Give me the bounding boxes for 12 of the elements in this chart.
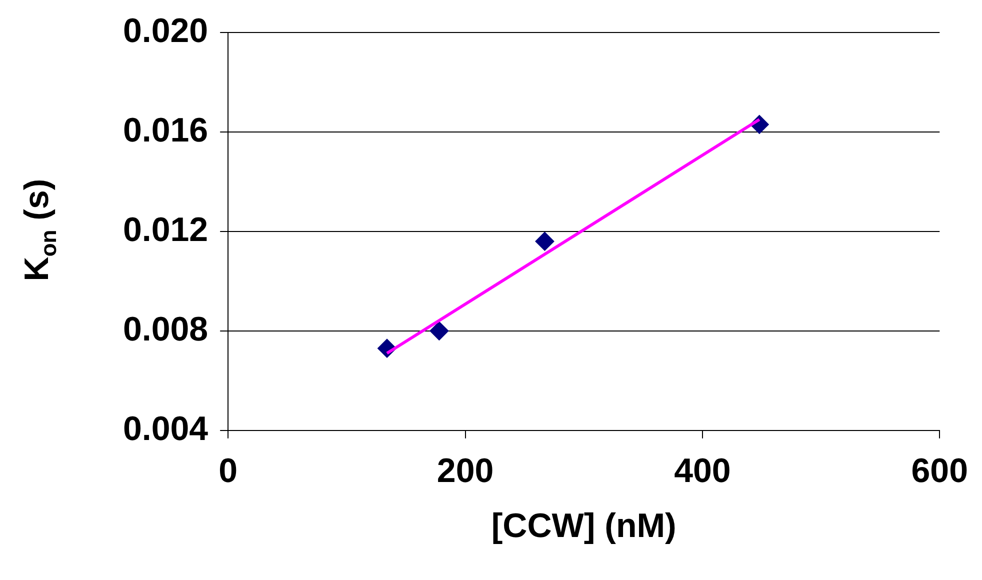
x-axis-title: [CCW] (nM) (491, 506, 676, 545)
point (430, 321, 449, 340)
x-tick-label: 200 (436, 452, 494, 490)
y-tick-label: 0.020 (122, 12, 208, 50)
point (535, 232, 554, 251)
y-tick-label: 0.004 (122, 410, 208, 448)
x-tick-label: 0 (218, 452, 238, 490)
y-tick-label: 0.016 (122, 111, 208, 150)
y-tick-label: 0.012 (122, 210, 208, 249)
x-tick-label: 600 (911, 452, 968, 490)
y-tick-label: 0.008 (122, 310, 208, 348)
x-tick-label: 400 (674, 452, 731, 490)
